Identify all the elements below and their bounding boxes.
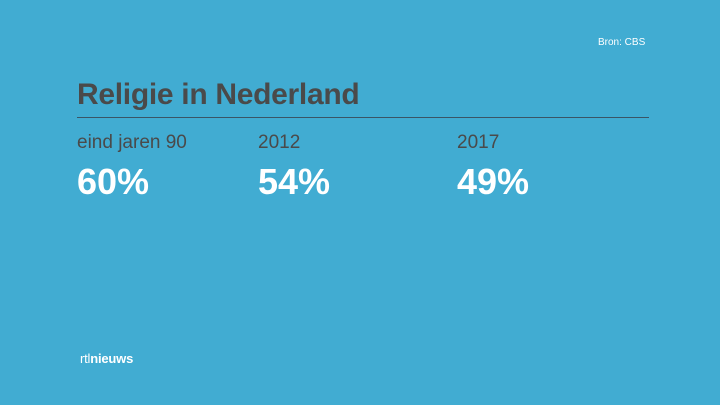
stat-label: 2017 [457,132,500,153]
logo-suffix: nieuws [90,351,134,366]
stat-value: 54% [258,161,331,202]
title-divider [77,117,649,118]
rtl-nieuws-logo: rtlnieuws [80,351,133,366]
source-label: Bron: CBS [598,37,646,48]
stat-label: eind jaren 90 [77,132,187,153]
stat-late-90s: eind jaren 90 60% [77,130,187,202]
stat-value: 60% [77,161,150,202]
stat-2012: 2012 54% [258,130,330,202]
logo-prefix: rtl [80,351,91,366]
stat-value: 49% [457,161,530,202]
page-title: Religie in Nederland [77,78,360,111]
stat-label: 2012 [258,132,301,153]
stat-2017: 2017 49% [457,130,529,202]
